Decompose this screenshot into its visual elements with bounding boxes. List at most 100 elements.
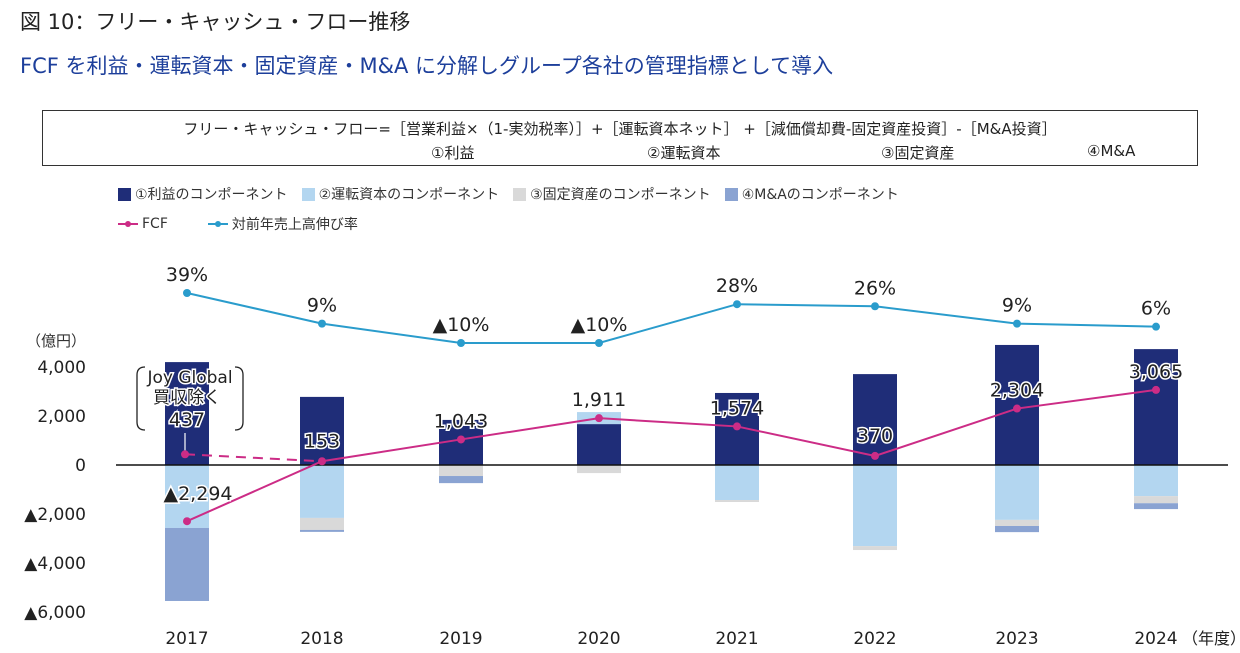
- sales-growth-point: [183, 289, 191, 297]
- legend-swatch-working-capital: [301, 187, 315, 201]
- legend-item-fixed-assets: ③固定資産のコンポーネント: [513, 184, 711, 204]
- fcf-point: [1013, 404, 1021, 413]
- legend-label: ②運転資本のコンポーネント: [318, 187, 500, 203]
- legend-item-fcf: FCF: [118, 216, 168, 232]
- bar-profit: [577, 424, 621, 465]
- figure-title: 図 10：フリー・キャッシュ・フロー推移: [20, 10, 411, 34]
- bar-profit: [853, 374, 897, 465]
- fcf-value-label: ▲2,294: [163, 483, 232, 505]
- y-tick-label: 0: [75, 456, 86, 476]
- sales-growth-label: 9%: [307, 295, 337, 317]
- y-tick-label: 4,000: [37, 358, 86, 378]
- fcf-polyline: [186, 388, 1157, 523]
- fcf-point: [183, 517, 191, 526]
- bar-working-capital: [715, 465, 759, 501]
- sales-growth-label: 6%: [1141, 298, 1171, 320]
- fcf-point: [871, 451, 879, 460]
- sales-growth-point: [595, 339, 603, 347]
- y-axis: （億円） 4,000 2,000 0 ▲2,000 ▲4,000 ▲6,000: [24, 332, 86, 623]
- x-tick-label: 2018: [300, 629, 343, 649]
- annotation-value-label: 437: [169, 409, 205, 431]
- fcf-line: ▲2,294 153 1,043 1,911 1,574 370 2,304 3,065: [162, 359, 1185, 526]
- annotation-bracket-right: [234, 366, 244, 431]
- sales-growth-polyline: [186, 292, 1157, 344]
- annotation-dashed-line: [184, 453, 323, 463]
- y-axis-unit-label: （億円）: [26, 332, 86, 350]
- sales-growth-line: 39% 9% ▲10% ▲10% 28% 26% 9% 6%: [166, 264, 1171, 347]
- fcf-value-label: 1,574: [710, 397, 764, 419]
- bar-fixed-assets: [300, 517, 344, 530]
- sales-growth-label: 9%: [1002, 295, 1032, 317]
- fcf-point: [457, 435, 465, 444]
- fcf-chart: （億円） 4,000 2,000 0 ▲2,000 ▲4,000 ▲6,000 39% 9% ▲…: [24, 264, 1240, 649]
- formula-component-profit: ①利益: [431, 144, 475, 162]
- formula-component-fixed-assets: ③固定資産: [881, 144, 955, 162]
- bar-profit: [1134, 349, 1178, 465]
- bar-ma: [165, 527, 209, 601]
- y-tick-label: ▲4,000: [24, 554, 86, 574]
- sales-growth-label: ▲10%: [433, 314, 490, 336]
- bars: [165, 344, 1178, 601]
- fcf-value-label: 153: [304, 430, 340, 452]
- legend-swatch-fcf: [118, 221, 138, 227]
- x-tick-label: 2017: [165, 629, 208, 649]
- bar-fixed-assets: [1134, 496, 1178, 504]
- annotation-text-line2: 買収除く: [153, 388, 221, 408]
- x-tick-label: 2019: [439, 629, 482, 649]
- bar-ma: [1134, 503, 1178, 510]
- legend-item-profit: ①利益のコンポーネント: [118, 184, 288, 204]
- legend-lines: FCF 対前年売上高伸び率: [118, 214, 372, 234]
- x-axis: 2017 2018 2019 2020 2021 2022 2023 2024 （年度）: [165, 629, 1240, 649]
- x-tick-label: 2021: [715, 629, 758, 649]
- bar-profit: [300, 396, 344, 465]
- bar-fixed-assets: [853, 546, 897, 551]
- legend-item-ma: ④M&Aのコンポーネント: [724, 184, 899, 204]
- x-axis-unit-label: （年度）: [1182, 629, 1240, 648]
- sales-growth-point: [1013, 319, 1021, 328]
- sales-growth-label: 28%: [716, 275, 758, 297]
- formula-box: フリー・キャッシュ・フロー=［営業利益×（1-実効税率）］+［運転資本ネット］ …: [42, 110, 1198, 166]
- subtitle: FCF を利益・運転資本・固定資産・M&A に分解しグループ各社の管理指標として…: [20, 54, 834, 78]
- bar-ma: [300, 529, 344, 532]
- bar-ma: [995, 526, 1039, 533]
- fcf-value-label: 370: [857, 425, 893, 447]
- bar-fixed-assets: [577, 465, 621, 474]
- bar-working-capital: [995, 465, 1039, 520]
- fcf-value-label: 2,304: [990, 380, 1044, 402]
- fcf-value-label: 1,043: [434, 410, 488, 432]
- sales-growth-label: ▲10%: [571, 314, 628, 336]
- fcf-value-label: 1,911: [572, 389, 626, 411]
- bar-working-capital: [853, 465, 897, 547]
- y-tick-label: 2,000: [37, 407, 86, 427]
- bar-fixed-assets: [995, 519, 1039, 527]
- sales-growth-point: [733, 300, 741, 309]
- legend-swatch-ma: [724, 187, 738, 201]
- x-tick-label: 2024: [1134, 629, 1177, 649]
- sales-growth-label: 39%: [166, 264, 208, 286]
- sales-growth-point: [871, 302, 879, 311]
- bar-fixed-assets: [715, 500, 759, 502]
- x-tick-label: 2020: [577, 629, 620, 649]
- sales-growth-point: [1152, 322, 1160, 331]
- legend-label: ③固定資産のコンポーネント: [530, 187, 711, 203]
- legend-label: ④M&Aのコンポーネント: [741, 187, 899, 203]
- bar-working-capital: [1134, 465, 1178, 497]
- legend-swatch-fixed-assets: [513, 187, 527, 201]
- fcf-point: [1152, 385, 1160, 394]
- legend-swatch-profit: [118, 187, 131, 201]
- fcf-point: [733, 422, 741, 431]
- legend-bars: ①利益のコンポーネント ②運転資本のコンポーネント ③固定資産のコンポーネント …: [118, 184, 913, 204]
- fcf-value-label: 3,065: [1129, 361, 1183, 383]
- sales-growth-point: [457, 339, 465, 347]
- y-tick-label: ▲2,000: [24, 505, 86, 525]
- formula-component-working-capital: ②運転資本: [647, 144, 721, 162]
- formula-component-ma: ④M&A: [1087, 142, 1136, 160]
- legend-swatch-sales-growth: [207, 221, 228, 227]
- bar-fixed-assets: [439, 465, 483, 477]
- legend-item-sales-growth: 対前年売上高伸び率: [207, 214, 358, 234]
- annotation-text-line1: Joy Global: [146, 368, 232, 388]
- x-tick-label: 2022: [853, 629, 896, 649]
- x-tick-label: 2023: [995, 629, 1038, 649]
- y-tick-label: ▲6,000: [24, 603, 86, 623]
